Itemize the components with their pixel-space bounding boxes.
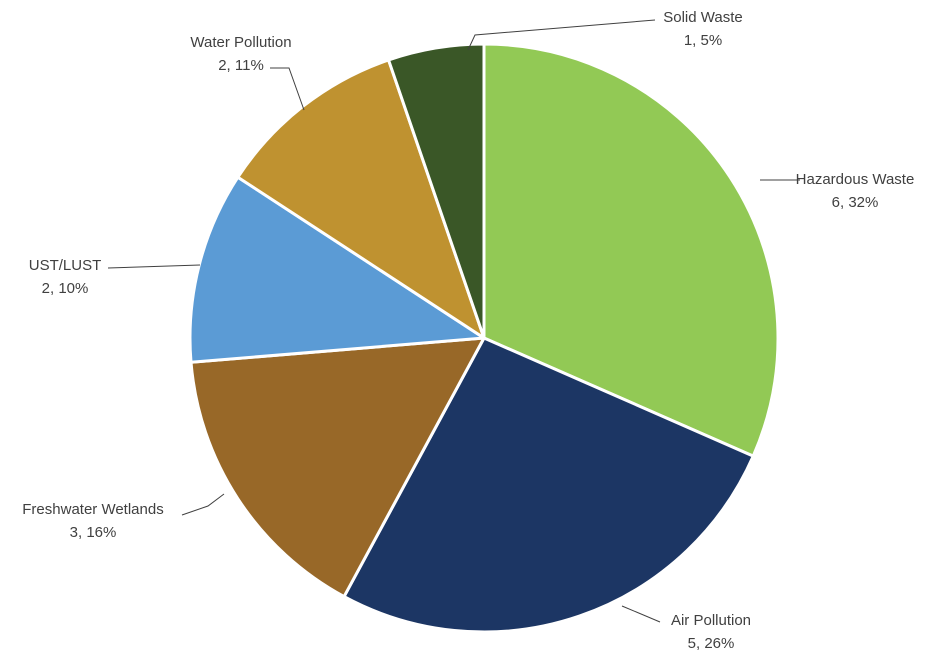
leader-lines: [107, 19, 800, 623]
label-water-pollution-name: Water Pollution: [190, 34, 291, 51]
pie-slice-air-pollution: [342, 336, 755, 634]
pie-slice-water-pollution: [236, 58, 486, 340]
label-hazardous-waste-value: 6, 32%: [832, 194, 879, 211]
pie-slice-ust-lust: [188, 175, 486, 364]
label-solid-waste-value: 1, 5%: [684, 32, 722, 49]
label-freshwater-wetlands-name: Freshwater Wetlands: [22, 501, 163, 518]
pie-slice-hazardous-waste: [482, 42, 780, 458]
leader-line-water-pollution: [270, 67, 305, 111]
pie-slice-freshwater-wetlands: [189, 336, 486, 599]
label-solid-waste-name: Solid Waste: [663, 9, 742, 26]
label-air-pollution-value: 5, 26%: [688, 635, 735, 652]
pie-slices: [188, 42, 780, 634]
label-hazardous-waste-name: Hazardous Waste: [796, 171, 915, 188]
pie-slice-solid-waste: [387, 42, 486, 340]
leader-line-ust-lust: [107, 264, 201, 269]
leader-line-freshwater-wetlands: [181, 493, 225, 516]
label-air-pollution-name: Air Pollution: [671, 612, 751, 629]
label-freshwater-wetlands-value: 3, 16%: [70, 524, 117, 541]
label-water-pollution-value: 2, 11%: [218, 57, 264, 74]
label-ust-lust-value: 2, 10%: [42, 280, 89, 297]
leader-line-air-pollution: [621, 605, 661, 623]
label-ust-lust-name: UST/LUST: [29, 257, 102, 274]
leader-line-solid-waste: [467, 19, 656, 51]
